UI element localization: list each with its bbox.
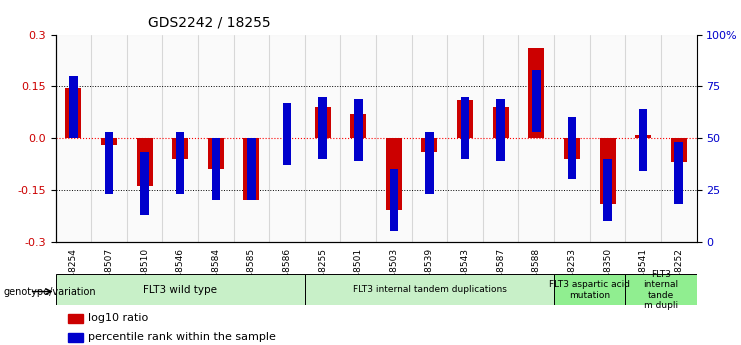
Bar [496,99,505,161]
Bar [172,138,188,159]
Bar [483,34,519,242]
Bar [136,138,153,186]
Bar [635,135,651,138]
Bar [590,34,625,242]
Bar [461,97,469,159]
Bar [661,34,697,242]
Bar [639,109,648,171]
Text: FLT3 wild type: FLT3 wild type [143,285,217,295]
Bar [532,70,541,132]
Bar [568,117,576,179]
Bar [564,138,580,159]
Bar [56,34,91,242]
Bar [457,100,473,138]
Bar [528,48,545,138]
Bar [283,103,291,165]
Text: FLT3 internal tandem duplications: FLT3 internal tandem duplications [353,285,506,294]
Bar [176,132,185,194]
FancyBboxPatch shape [305,274,554,305]
Bar [603,159,612,221]
Bar [386,138,402,210]
FancyBboxPatch shape [554,274,625,305]
Bar [340,34,376,242]
Bar [376,34,412,242]
Bar [269,34,305,242]
Bar [101,138,117,145]
Bar [68,333,83,342]
Bar [448,34,483,242]
Bar [162,34,198,242]
Bar [65,88,82,138]
Text: FLT3
internal
tande
m dupli: FLT3 internal tande m dupli [643,270,679,310]
Bar [211,138,220,200]
Bar [315,107,330,138]
Text: log10 ratio: log10 ratio [87,314,148,323]
Bar [68,314,83,323]
Bar [412,34,448,242]
Bar [493,107,509,138]
Bar [127,34,162,242]
Bar [625,34,661,242]
Text: FLT3 aspartic acid
mutation: FLT3 aspartic acid mutation [549,280,630,299]
Bar [69,76,78,138]
Bar [671,138,687,162]
Bar [233,34,269,242]
Bar [305,34,340,242]
Text: percentile rank within the sample: percentile rank within the sample [87,333,276,342]
Bar [140,152,149,215]
FancyBboxPatch shape [625,274,697,305]
Bar [350,114,366,138]
Bar [519,34,554,242]
FancyBboxPatch shape [56,274,305,305]
Bar [207,138,224,169]
Bar [354,99,362,161]
Bar [319,97,327,159]
Bar [422,138,437,152]
Bar [247,138,256,200]
Bar [599,138,616,204]
Bar [674,142,683,204]
Bar [554,34,590,242]
Text: GDS2242 / 18255: GDS2242 / 18255 [148,16,270,30]
Bar [104,132,113,194]
Text: genotype/variation: genotype/variation [4,287,96,296]
Bar [425,132,433,194]
Bar [243,138,259,200]
Bar [198,34,233,242]
Bar [390,169,398,231]
Bar [91,34,127,242]
